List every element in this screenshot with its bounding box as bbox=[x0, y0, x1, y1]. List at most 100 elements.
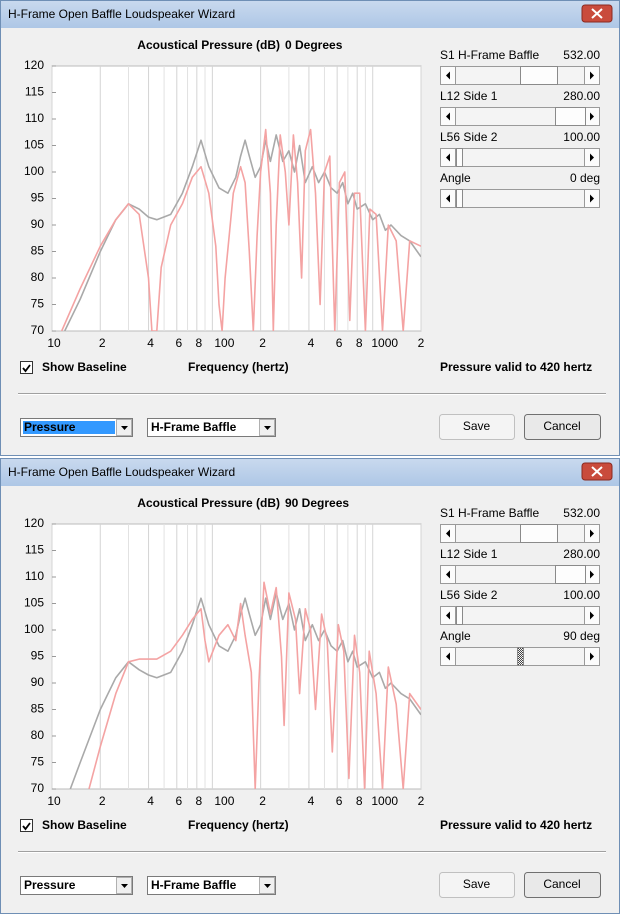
arrow-icon bbox=[590, 570, 594, 579]
x-tick-label: 1000 bbox=[371, 794, 398, 808]
arrow-icon bbox=[446, 611, 450, 620]
y-tick-label: 105 bbox=[24, 596, 44, 610]
control-value: 532.00 bbox=[563, 506, 600, 520]
dropdown-arrow bbox=[121, 884, 128, 888]
x-tick-label: 6 bbox=[336, 794, 343, 808]
dropdown[interactable] bbox=[147, 418, 276, 437]
checkbox[interactable] bbox=[20, 361, 33, 374]
y-tick-label: 80 bbox=[31, 270, 45, 284]
y-tick-label: 95 bbox=[31, 649, 45, 663]
button-text: Cancel bbox=[543, 877, 580, 891]
arrow-icon bbox=[446, 529, 450, 538]
button-text: Save bbox=[463, 419, 491, 433]
control-label: Angle bbox=[440, 629, 471, 643]
window: H-Frame Open Baffle Loudspeaker Wizard Ac… bbox=[0, 458, 620, 914]
y-tick-label: 105 bbox=[24, 138, 44, 152]
control-label: S1 H-Frame Baffle bbox=[440, 48, 539, 62]
response-curve bbox=[60, 128, 421, 331]
x-tick-label: 6 bbox=[175, 336, 182, 350]
x-tick-label: 4 bbox=[147, 336, 154, 350]
y-tick-label: 70 bbox=[31, 781, 45, 795]
button bbox=[439, 872, 515, 898]
button[interactable] bbox=[524, 414, 601, 440]
slider-track[interactable] bbox=[440, 606, 600, 625]
y-tick-label: 90 bbox=[31, 217, 45, 231]
y-tick-label: 100 bbox=[24, 164, 44, 178]
dropdown-text: Pressure bbox=[24, 420, 76, 434]
chart-title: Acoustical Pressure (dB) bbox=[137, 496, 280, 510]
slider-thumb[interactable] bbox=[520, 524, 558, 543]
status-text: Pressure valid to 420 hertz bbox=[440, 360, 592, 374]
arrow-icon bbox=[446, 194, 450, 203]
slider-thumb[interactable] bbox=[456, 148, 463, 167]
arrow-icon bbox=[590, 529, 594, 538]
y-tick-label: 110 bbox=[25, 111, 44, 125]
x-axis-label: Frequency (hertz) bbox=[188, 818, 289, 832]
x-tick-label: 8 bbox=[195, 794, 202, 808]
button[interactable] bbox=[524, 872, 601, 898]
arrow-icon bbox=[590, 194, 594, 203]
arrow-icon bbox=[446, 570, 450, 579]
control-value: 100.00 bbox=[563, 130, 600, 144]
x-tick-label: 2 bbox=[418, 794, 425, 808]
slider-track[interactable] bbox=[440, 189, 600, 208]
window-title: H-Frame Open Baffle Loudspeaker Wizard bbox=[8, 465, 235, 479]
close-icon bbox=[591, 466, 603, 477]
arrow-icon bbox=[446, 652, 450, 661]
dropdown[interactable] bbox=[147, 876, 276, 895]
control-value: 532.00 bbox=[563, 48, 600, 62]
slider-track[interactable] bbox=[440, 148, 600, 167]
control-value: 100.00 bbox=[563, 588, 600, 602]
arrow-icon bbox=[446, 112, 450, 121]
control-value: 280.00 bbox=[563, 89, 600, 103]
dropdown-selection bbox=[23, 421, 115, 434]
x-tick-label: 8 bbox=[195, 336, 202, 350]
slider-thumb[interactable] bbox=[517, 647, 524, 666]
y-tick-label: 110 bbox=[25, 569, 44, 583]
slider-thumb[interactable] bbox=[555, 565, 586, 584]
arrow-icon bbox=[590, 611, 594, 620]
slider-thumb[interactable] bbox=[520, 66, 558, 85]
x-tick-label: 2 bbox=[259, 336, 266, 350]
checkbox-label: Show Baseline bbox=[42, 360, 127, 374]
status-text: Pressure valid to 420 hertz bbox=[440, 818, 592, 832]
slider-thumb[interactable] bbox=[555, 107, 586, 126]
button bbox=[439, 414, 515, 440]
x-tick-label: 8 bbox=[356, 336, 363, 350]
close-icon bbox=[591, 8, 603, 19]
dropdown-arrow bbox=[264, 884, 271, 888]
y-tick-label: 90 bbox=[31, 675, 45, 689]
y-tick-label: 115 bbox=[25, 543, 44, 557]
checkbox[interactable] bbox=[20, 819, 33, 832]
dropdown-text: Pressure bbox=[24, 878, 76, 892]
title-bar bbox=[1, 1, 619, 28]
window: H-Frame Open Baffle Loudspeaker Wizard Ac… bbox=[0, 0, 620, 456]
response-curve bbox=[63, 134, 421, 331]
dropdown-text: H-Frame Baffle bbox=[151, 878, 237, 892]
dropdown[interactable] bbox=[20, 876, 133, 895]
x-tick-label: 2 bbox=[259, 794, 266, 808]
x-tick-label: 2 bbox=[418, 336, 425, 350]
arrow-icon bbox=[446, 71, 450, 80]
y-tick-label: 95 bbox=[31, 191, 45, 205]
arrow-icon bbox=[590, 112, 594, 121]
y-tick-label: 85 bbox=[31, 702, 45, 716]
dropdown-arrow bbox=[264, 426, 271, 430]
x-tick-label: 100 bbox=[214, 336, 234, 350]
title-bar bbox=[1, 459, 619, 486]
x-tick-label: 6 bbox=[336, 336, 343, 350]
x-tick-label: 6 bbox=[175, 794, 182, 808]
control-label: L56 Side 2 bbox=[440, 130, 498, 144]
arrow-icon bbox=[590, 153, 594, 162]
dropdown-text: H-Frame Baffle bbox=[151, 420, 237, 434]
plot-lines bbox=[69, 581, 421, 789]
control-label: Angle bbox=[440, 171, 471, 185]
y-tick-label: 75 bbox=[31, 297, 45, 311]
button-text: Cancel bbox=[543, 419, 580, 433]
x-tick-label: 8 bbox=[356, 794, 363, 808]
control-value: 280.00 bbox=[563, 547, 600, 561]
slider-thumb[interactable] bbox=[456, 606, 463, 625]
y-tick-label: 70 bbox=[31, 323, 45, 337]
slider-thumb[interactable] bbox=[456, 189, 463, 208]
dropdown-arrow bbox=[121, 426, 128, 430]
